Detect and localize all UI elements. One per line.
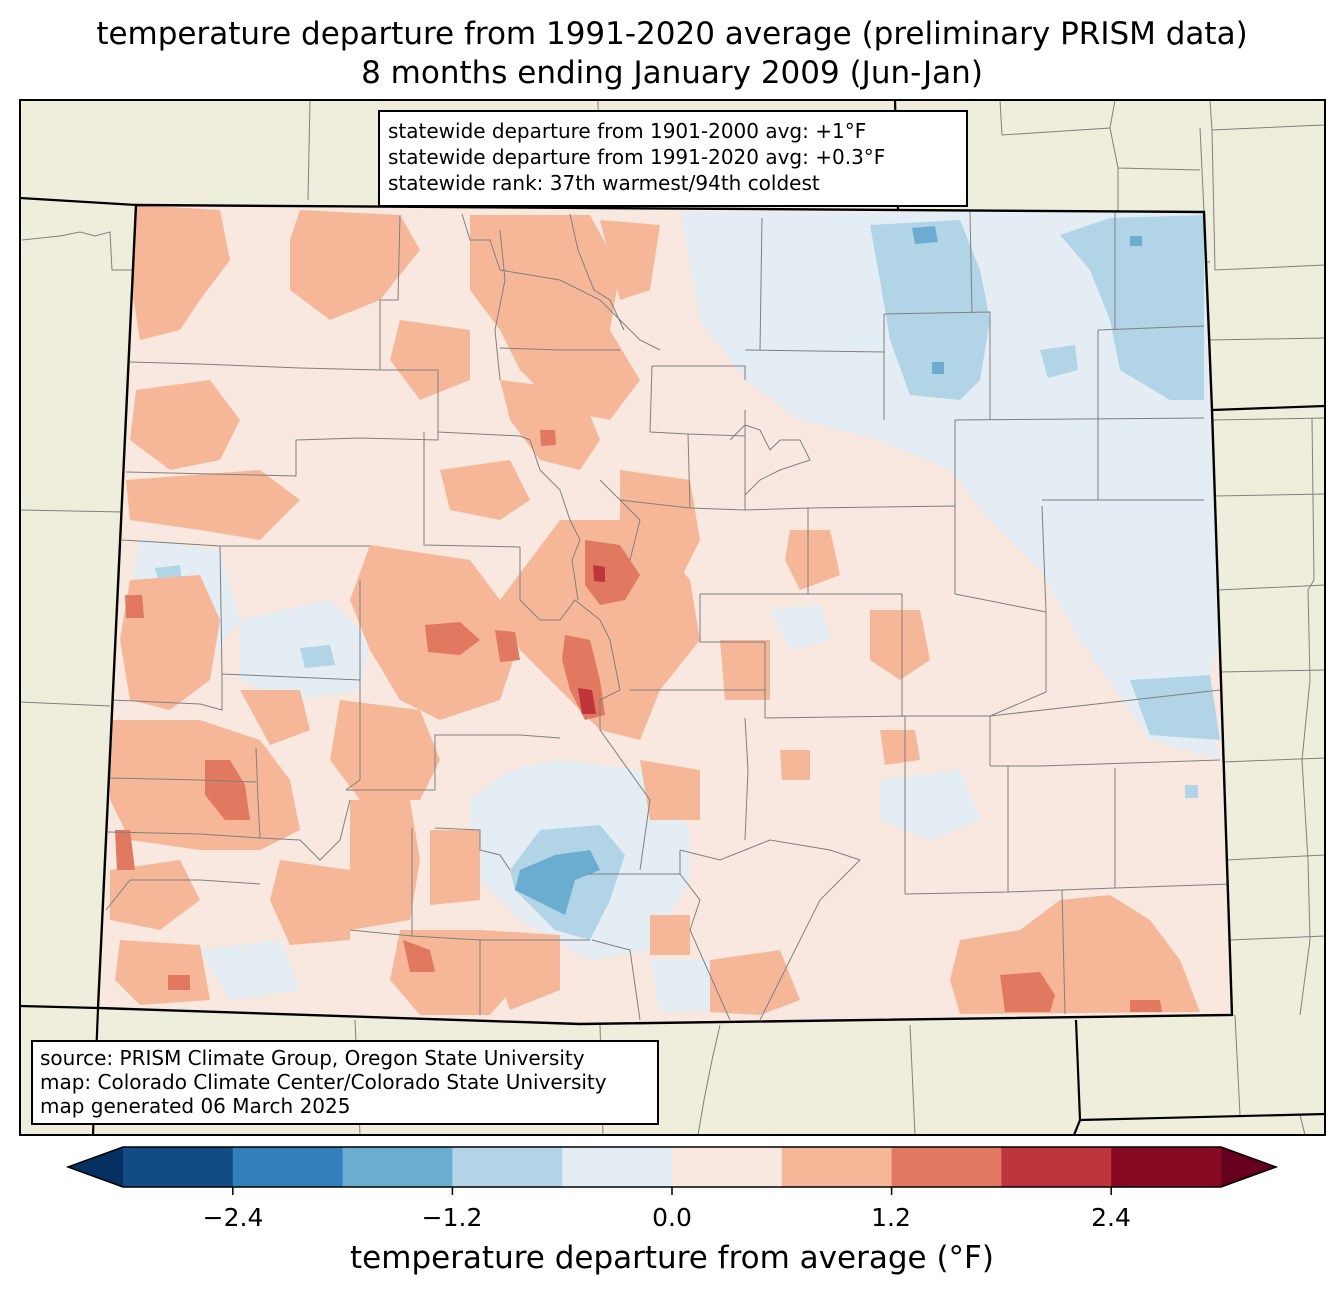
neighbor-boundaries xyxy=(20,100,1325,1135)
source-line-3: map generated 06 March 2025 xyxy=(40,1094,351,1118)
colorbar-extend-high xyxy=(1221,1147,1276,1187)
county-boundaries xyxy=(105,211,1231,1021)
colorbar-bin xyxy=(342,1147,453,1187)
colorado-border xyxy=(96,203,1234,1026)
colorbar-bin xyxy=(232,1147,344,1187)
colorbar-extend-low xyxy=(68,1147,123,1187)
source-line-1: source: PRISM Climate Group, Oregon Stat… xyxy=(40,1046,585,1070)
colorbar-bin xyxy=(891,1147,1002,1187)
colorbar-bin xyxy=(123,1147,234,1187)
colorbar-bin xyxy=(562,1147,673,1187)
statewide-stats-box: statewide departure from 1901-2000 avg: … xyxy=(378,110,968,207)
colorbar-tick-label: 2.4 xyxy=(1091,1203,1131,1232)
colorbar xyxy=(65,1146,1279,1195)
source-box: source: PRISM Climate Group, Oregon Stat… xyxy=(31,1040,659,1125)
map-frame xyxy=(19,99,1326,1136)
stats-line-2: statewide departure from 1991-2020 avg: … xyxy=(388,145,886,169)
colorbar-bin xyxy=(452,1147,563,1187)
stats-line-3: statewide rank: 37th warmest/94th coldes… xyxy=(388,171,820,195)
map-title-line2: 8 months ending January 2009 (Jun-Jan) xyxy=(361,55,983,91)
colorbar-bin xyxy=(1111,1147,1222,1187)
map-title-line1: temperature departure from 1991-2020 ave… xyxy=(96,16,1248,52)
colorbar-bin xyxy=(781,1147,893,1187)
colorbar-tick-label: 1.2 xyxy=(871,1203,911,1232)
anomaly-band-pos-1.8-2.4 xyxy=(578,565,605,714)
colorbar-label: temperature departure from average (°F) xyxy=(350,1240,994,1276)
stats-line-1: statewide departure from 1901-2000 avg: … xyxy=(388,119,867,143)
anomaly-band-neg-1.2-1.8 xyxy=(515,226,1142,915)
anomaly-band-pos-1.2-1.8 xyxy=(115,430,1162,1012)
source-line-2: map: Colorado Climate Center/Colorado St… xyxy=(40,1070,607,1094)
colorbar-outline xyxy=(65,1146,1279,1188)
anomaly-field xyxy=(98,205,1232,1024)
colorbar-tick-label: 0.0 xyxy=(652,1203,692,1232)
colorbar-bin xyxy=(1001,1147,1112,1187)
colorbar-tick-label: −1.2 xyxy=(421,1203,483,1232)
colorbar-bin xyxy=(672,1147,783,1187)
colorbar-tick-label: −2.4 xyxy=(202,1203,264,1232)
